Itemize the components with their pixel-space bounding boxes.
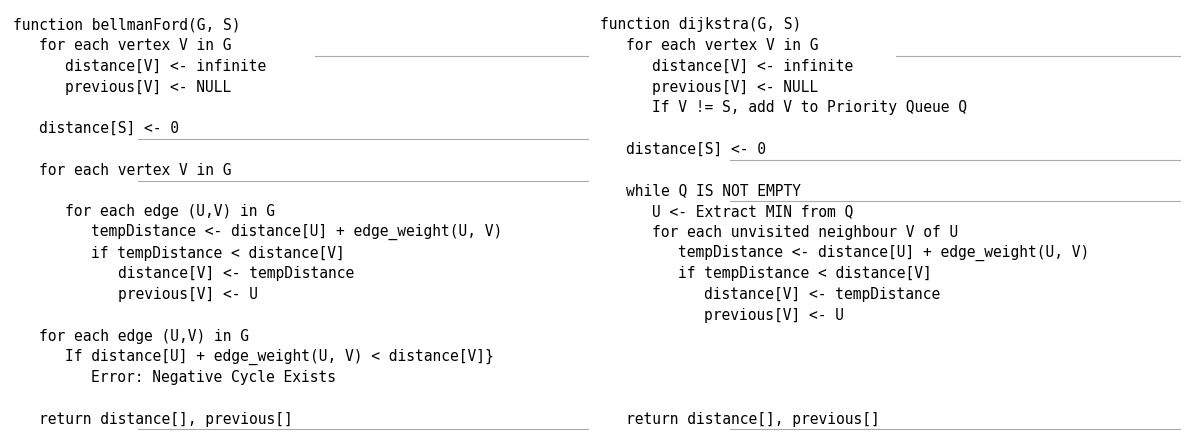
Text: for each edge (U,V) in G: for each edge (U,V) in G (65, 204, 275, 219)
Text: for each vertex V in G: for each vertex V in G (626, 38, 818, 53)
Text: distance[V] <- tempDistance: distance[V] <- tempDistance (118, 266, 354, 281)
Text: Error: Negative Cycle Exists: Error: Negative Cycle Exists (91, 370, 336, 385)
Text: distance[S] <- 0: distance[S] <- 0 (626, 142, 766, 157)
Text: for each vertex V in G: for each vertex V in G (40, 38, 232, 53)
Text: tempDistance <- distance[U] + edge_weight(U, V): tempDistance <- distance[U] + edge_weigh… (678, 245, 1090, 261)
Text: function dijkstra(G, S): function dijkstra(G, S) (600, 17, 802, 32)
Text: for each edge (U,V) in G: for each edge (U,V) in G (40, 329, 250, 344)
Text: U <- Extract MIN from Q: U <- Extract MIN from Q (652, 204, 853, 219)
Text: function bellmanFord(G, S): function bellmanFord(G, S) (13, 17, 241, 32)
Text: for each vertex V in G: for each vertex V in G (40, 163, 232, 178)
Text: If distance[U] + edge_weight(U, V) < distance[V]}: If distance[U] + edge_weight(U, V) < dis… (65, 349, 494, 365)
Text: If V != S, add V to Priority Queue Q: If V != S, add V to Priority Queue Q (652, 100, 967, 115)
Text: distance[V] <- infinite: distance[V] <- infinite (65, 59, 266, 74)
Text: tempDistance <- distance[U] + edge_weight(U, V): tempDistance <- distance[U] + edge_weigh… (91, 224, 503, 241)
Text: distance[V] <- infinite: distance[V] <- infinite (652, 59, 853, 74)
Text: previous[V] <- NULL: previous[V] <- NULL (65, 80, 232, 95)
Text: return distance[], previous[]: return distance[], previous[] (626, 412, 880, 427)
Text: previous[V] <- U: previous[V] <- U (704, 308, 844, 323)
Text: distance[V] <- tempDistance: distance[V] <- tempDistance (704, 287, 941, 302)
Text: if tempDistance < distance[V]: if tempDistance < distance[V] (91, 246, 346, 261)
Text: previous[V] <- NULL: previous[V] <- NULL (652, 80, 818, 95)
Text: while Q IS NOT EMPTY: while Q IS NOT EMPTY (626, 183, 800, 198)
Text: if tempDistance < distance[V]: if tempDistance < distance[V] (678, 266, 931, 281)
Text: previous[V] <- U: previous[V] <- U (118, 287, 258, 302)
Text: for each unvisited neighbour V of U: for each unvisited neighbour V of U (652, 225, 958, 240)
Text: return distance[], previous[]: return distance[], previous[] (40, 412, 293, 427)
Text: distance[S] <- 0: distance[S] <- 0 (40, 121, 179, 136)
